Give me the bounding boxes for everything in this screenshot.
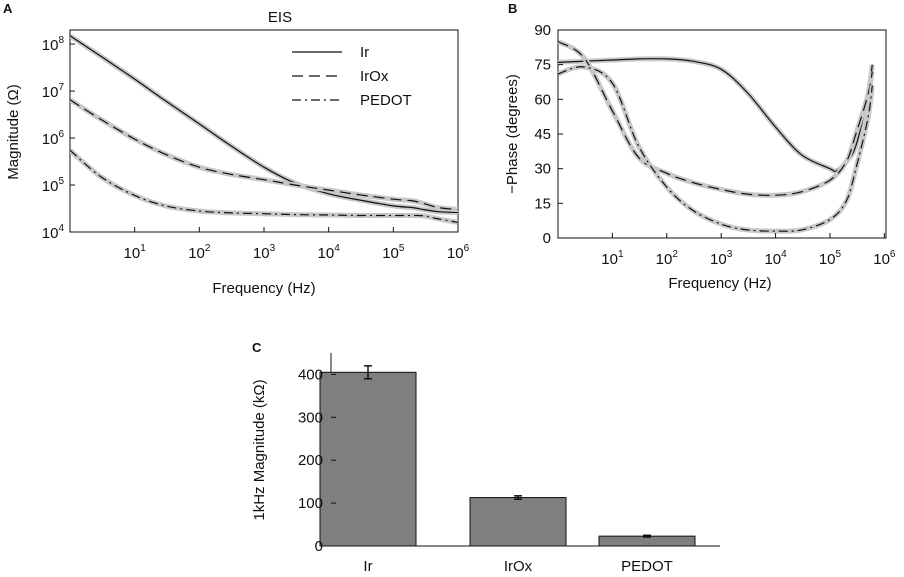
chart-c-bars <box>319 365 696 547</box>
chart-b-xtick-label: 101 <box>601 249 624 268</box>
chart-c-ytick-label: 100 <box>298 495 323 512</box>
chart-a-xtick-label: 101 <box>124 243 147 262</box>
chart-b-ytick-label: 90 <box>534 22 551 39</box>
chart-b-ytick-label: 30 <box>534 161 551 178</box>
chart-a-ytick-label: 105 <box>42 176 65 195</box>
chart-a-ytick-label: 108 <box>42 35 65 54</box>
chart-a-title: EIS <box>268 9 292 26</box>
chart-c-ticks: Ir IrOx PEDOT 0 100 200 300 400 <box>298 366 673 575</box>
panel-label-b: B <box>508 1 517 16</box>
chart-b-xlabel: Frequency (Hz) <box>668 275 771 292</box>
chart-a-xtick-label: 106 <box>447 243 470 262</box>
chart-b-ticks: 101 102 103 104 105 106 0 15 30 45 60 75 90 <box>534 22 896 268</box>
chart-a-ylabel: Magnitude (Ω) <box>5 84 22 179</box>
chart-a-series-line-2 <box>70 149 458 223</box>
chart-c-category-label: PEDOT <box>621 558 673 575</box>
chart-b-ytick-label: 0 <box>543 230 551 247</box>
chart-b-ylabel: −Phase (degrees) <box>504 74 521 194</box>
chart-b-ytick-label: 60 <box>534 91 551 108</box>
chart-a-xtick-label: 105 <box>382 243 405 262</box>
chart-b-series-line-1 <box>558 41 873 196</box>
chart-b-xtick-label: 103 <box>710 249 733 268</box>
chart-a-series-line-0 <box>70 35 458 214</box>
legend-label-pedot: PEDOT <box>360 92 412 109</box>
chart-a-xtick-label: 102 <box>188 243 211 262</box>
chart-c-ylabel: 1kHz Magnitude (kΩ) <box>251 379 268 520</box>
chart-a-xlabel: Frequency (Hz) <box>212 280 315 297</box>
chart-a-ticks: 101 102 103 104 105 106 104 105 106 107 108 <box>42 35 470 262</box>
chart-b-series-group <box>558 39 875 234</box>
chart-c-ytick-label: 300 <box>298 409 323 426</box>
chart-a-plot: 101 102 103 104 105 106 104 105 106 107 108 Ir IrO… <box>42 29 470 262</box>
chart-a-series-band-0 <box>70 33 458 215</box>
legend-label-irox: IrOx <box>360 68 389 85</box>
chart-b-xtick-label: 102 <box>656 249 679 268</box>
chart-b-series-line-2 <box>558 66 873 232</box>
chart-c-bar-0 <box>319 371 417 547</box>
chart-b-xtick-label: 105 <box>819 249 842 268</box>
chart-c-category-label: IrOx <box>504 558 533 575</box>
chart-a-ytick-label: 107 <box>42 82 65 101</box>
chart-c-bar-1 <box>469 497 567 547</box>
panel-label-c: C <box>252 340 262 355</box>
chart-a-series-group <box>70 33 458 225</box>
chart-c-ytick-label: 0 <box>315 538 323 555</box>
chart-c-ytick-label: 200 <box>298 452 323 469</box>
chart-b-ytick-label: 45 <box>534 126 551 143</box>
chart-b-xtick-label: 106 <box>873 249 896 268</box>
chart-c-plot: Ir IrOx PEDOT 0 100 200 300 400 <box>298 353 720 575</box>
chart-b-xtick-label: 104 <box>764 249 787 268</box>
chart-a-series-line-1 <box>70 99 458 211</box>
chart-a-legend: Ir IrOx PEDOT <box>292 44 412 109</box>
legend-label-ir: Ir <box>360 44 369 61</box>
chart-a-xtick-label: 103 <box>253 243 276 262</box>
chart-b-ytick-label: 75 <box>534 57 551 74</box>
panel-label-a: A <box>3 1 13 16</box>
chart-a-series-band-2 <box>70 148 458 225</box>
chart-c-ytick-label: 400 <box>298 366 323 383</box>
chart-b-ytick-label: 15 <box>534 195 551 212</box>
chart-a-ytick-label: 106 <box>42 129 65 148</box>
chart-a-ytick-label: 104 <box>42 223 65 242</box>
chart-b-plot: 101 102 103 104 105 106 0 15 30 45 60 75 90 <box>534 22 896 268</box>
chart-a-xtick-label: 104 <box>318 243 341 262</box>
chart-c-category-label: Ir <box>363 558 372 575</box>
